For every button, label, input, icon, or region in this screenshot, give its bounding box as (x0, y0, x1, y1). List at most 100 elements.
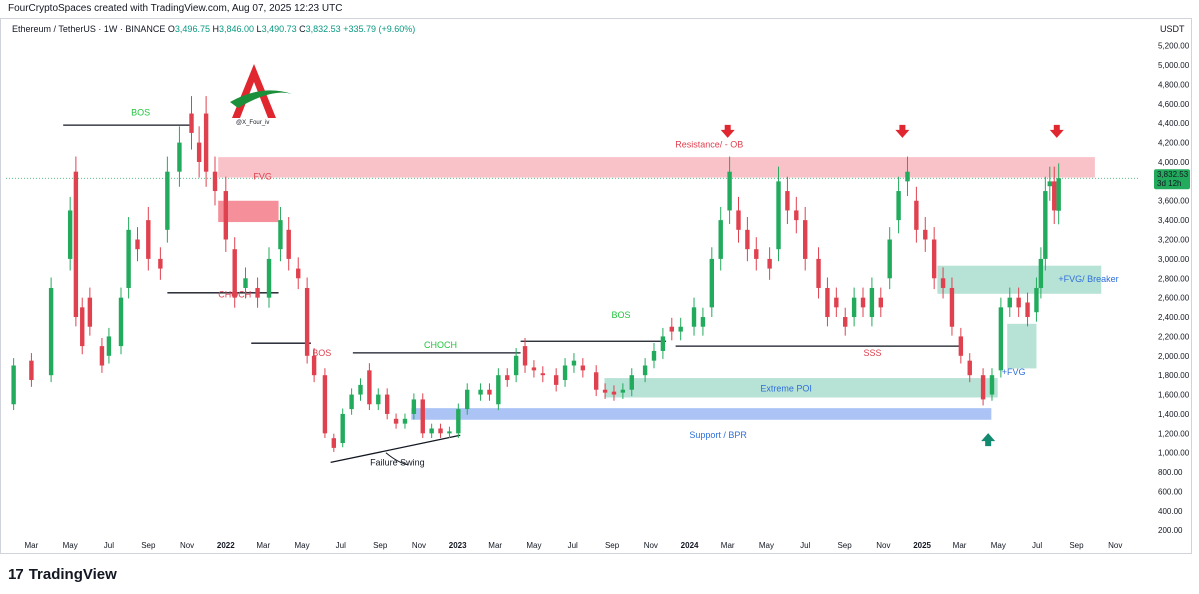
candle-body (505, 375, 510, 381)
annotation-label: +FVG/ Breaker (1058, 274, 1118, 284)
candle-body (87, 297, 93, 327)
symbol-name: Ethereum / TetherUS · 1W · BINANCE (12, 24, 166, 34)
candle-body (651, 350, 657, 361)
annotation-label: +FVG (1002, 367, 1026, 377)
candle-body (767, 258, 772, 269)
annotation-label: BOS (611, 310, 630, 320)
candle-body (989, 375, 995, 395)
candle-body (602, 389, 608, 393)
candle-body (189, 113, 194, 133)
candle-body (367, 370, 372, 405)
x-tick-label: Jul (104, 541, 114, 550)
x-tick-label: Nov (180, 541, 194, 550)
zone-breaker (937, 265, 1102, 294)
x-tick-label: Jul (800, 541, 810, 550)
annotation-label: FVG (253, 171, 272, 181)
candle-body (878, 297, 883, 308)
y-tick-label: 400.00 (1158, 507, 1183, 516)
y-tick-label: 2,600.00 (1158, 294, 1190, 303)
candle-body (629, 375, 634, 390)
candle-body (914, 200, 919, 230)
price-tag-price: 3,832.53 (1157, 170, 1189, 179)
x-tick-label: Mar (256, 541, 270, 550)
candle-body (29, 360, 34, 381)
candle-body (447, 431, 452, 434)
candle-body (48, 287, 54, 376)
candle-body (429, 428, 434, 434)
y-tick-label: 600.00 (1158, 487, 1183, 496)
author-logo: @X_Four_iv (230, 64, 292, 126)
candle-body (776, 181, 781, 250)
candle-body (376, 394, 381, 405)
candle-body (727, 171, 732, 211)
y-tick-label: 1,200.00 (1158, 429, 1190, 438)
candle-body (980, 375, 986, 400)
candle-body (393, 418, 399, 424)
x-tick-label: Nov (412, 541, 426, 550)
candle-body (611, 391, 617, 395)
symbol-ohlc-line: Ethereum / TetherUS · 1W · BINANCE O3,49… (12, 24, 416, 34)
arrow-down-icon (1049, 124, 1064, 138)
currency-label[interactable]: USDT (1160, 24, 1185, 34)
candle-body (851, 297, 857, 318)
candle-body (278, 220, 283, 250)
low-value: 3,490.73 (261, 24, 297, 34)
candle-body (296, 268, 301, 279)
candle-body (286, 229, 291, 259)
x-tick-label: 2023 (449, 541, 467, 550)
failure-swing-line (330, 434, 461, 464)
x-tick-label: Jul (568, 541, 578, 550)
candle-body (135, 239, 140, 250)
y-tick-label: 2,200.00 (1158, 332, 1190, 341)
candle-body (340, 413, 345, 444)
candle-body (106, 336, 112, 356)
candle-body (420, 399, 425, 434)
candle-body (691, 307, 697, 327)
candle-body (754, 249, 759, 259)
y-tick-label: 1,000.00 (1158, 449, 1190, 458)
candle-body (11, 365, 16, 405)
x-tick-label: May (294, 541, 309, 550)
candle-body (562, 365, 568, 381)
zone-fvg (218, 200, 279, 223)
candle-body (487, 389, 492, 395)
tradingview-brand[interactable]: 17 TradingView (8, 566, 117, 583)
candle-body (146, 220, 151, 259)
candle-body (212, 171, 218, 192)
candle-body (80, 307, 85, 347)
candle-body (232, 249, 237, 298)
y-tick-label: 1,400.00 (1158, 410, 1190, 419)
candle-body (165, 171, 170, 230)
candle-body (709, 258, 715, 308)
candle-body (794, 210, 799, 221)
candle-body (825, 287, 830, 318)
candle-body (1016, 297, 1021, 308)
candle-body (118, 297, 124, 347)
candle-body (718, 220, 723, 259)
x-tick-label: Jul (1032, 541, 1042, 550)
candle-body (620, 389, 626, 393)
y-tick-label: 1,600.00 (1158, 391, 1190, 400)
candle-body (660, 336, 666, 351)
annotation-label: CHOCH (218, 290, 251, 300)
candle-body (496, 375, 501, 405)
candle-body (860, 297, 866, 308)
annotation-label: Failure Swing (370, 457, 425, 467)
y-tick-label: 1,800.00 (1158, 371, 1190, 380)
candle-body (896, 191, 901, 221)
candle-body (540, 373, 546, 376)
y-tick-label: 4,800.00 (1158, 80, 1190, 89)
candle-body (255, 287, 260, 298)
change-value: +335.79 (+9.60%) (343, 24, 416, 34)
x-tick-label: May (759, 541, 774, 550)
candle-body (571, 360, 577, 366)
candle-body (304, 287, 310, 356)
candle-body (593, 372, 599, 390)
candle-body (803, 220, 808, 259)
x-tick-label: Sep (605, 541, 620, 550)
candle-body (158, 258, 163, 269)
candle-body (243, 278, 248, 288)
arrow-up-icon (981, 433, 996, 447)
candle-body (998, 307, 1004, 371)
